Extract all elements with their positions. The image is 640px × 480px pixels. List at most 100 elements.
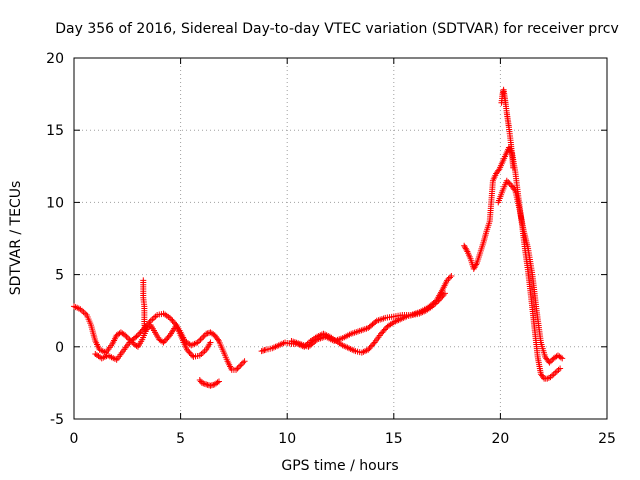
data-point — [198, 335, 205, 342]
series-track-e — [288, 273, 455, 350]
data-point — [172, 320, 179, 327]
data-point — [544, 375, 551, 382]
data-point — [444, 277, 451, 284]
data-point — [214, 379, 221, 386]
x-axis-label: GPS time / hours — [281, 458, 398, 474]
data-point — [199, 349, 206, 356]
data-point — [550, 371, 557, 378]
data-point — [168, 316, 175, 323]
data-point — [370, 340, 377, 347]
x-tick-label: 5 — [176, 431, 185, 447]
data-point — [378, 330, 385, 337]
series-track-c — [196, 377, 222, 389]
data-point — [503, 177, 510, 184]
data-point — [381, 326, 388, 333]
series-spike — [140, 277, 149, 334]
data-point — [163, 336, 170, 343]
data-point — [196, 338, 203, 345]
data-point — [197, 336, 204, 343]
data-point — [165, 333, 172, 340]
data-point — [559, 355, 566, 362]
data-point — [233, 366, 240, 373]
y-tick-label: 0 — [55, 340, 64, 356]
data-point — [238, 361, 245, 368]
data-point — [237, 362, 244, 369]
data-point — [365, 346, 372, 353]
y-tick-label: 20 — [46, 51, 64, 67]
data-point — [235, 364, 242, 371]
data-point — [495, 167, 502, 174]
data-point — [557, 354, 564, 361]
y-axis: -5 0 5 10 15 20 — [46, 51, 607, 428]
data-point — [557, 365, 564, 372]
data-point — [149, 316, 156, 323]
data-point — [133, 333, 140, 340]
data-point — [547, 374, 554, 381]
data-point — [553, 368, 560, 375]
data-point — [185, 348, 192, 355]
data-point — [142, 327, 149, 334]
data-point — [80, 309, 87, 316]
y-tick-label: 10 — [46, 195, 64, 211]
data-point — [191, 340, 198, 347]
data-point — [473, 261, 480, 268]
data-point — [186, 349, 193, 356]
data-point — [215, 378, 222, 385]
data-point — [160, 339, 167, 346]
x-tick-label: 20 — [491, 431, 509, 447]
data-point — [169, 317, 176, 324]
data-point — [122, 332, 129, 339]
data-point — [125, 335, 132, 342]
data-point — [187, 351, 194, 358]
data-point — [510, 164, 517, 171]
data-point — [146, 319, 153, 326]
x-tick-label: 10 — [278, 431, 296, 447]
data-point — [201, 348, 208, 355]
data-point — [511, 186, 518, 193]
x-axis: 0 5 10 15 20 25 — [70, 58, 616, 447]
y-tick-label: 15 — [46, 123, 64, 139]
data-point — [74, 304, 81, 311]
y-axis-label: SDTVAR / TECUs — [8, 181, 24, 296]
data-point — [161, 338, 168, 345]
data-point — [552, 369, 559, 376]
data-point — [200, 333, 207, 340]
data-point — [367, 343, 374, 350]
data-point — [463, 247, 470, 254]
data-point — [136, 330, 143, 337]
data-point — [170, 319, 177, 326]
grid — [74, 58, 607, 419]
data-point — [166, 314, 173, 321]
data-points — [71, 86, 566, 389]
data-point — [547, 358, 554, 365]
x-tick-label: 25 — [598, 431, 616, 447]
data-point — [369, 342, 376, 349]
data-point — [240, 359, 247, 366]
series-peak — [498, 86, 517, 171]
data-point — [189, 352, 196, 359]
data-point — [546, 359, 553, 366]
data-point — [214, 336, 221, 343]
data-point — [446, 274, 453, 281]
y-tick-label: -5 — [50, 412, 64, 428]
data-point — [555, 366, 562, 373]
data-point — [445, 275, 452, 282]
data-point — [379, 329, 386, 336]
data-point — [164, 335, 171, 342]
data-point — [137, 329, 144, 336]
series-track-g — [495, 177, 566, 366]
series-track-b — [92, 310, 214, 363]
data-point — [372, 319, 379, 326]
data-point — [540, 374, 547, 381]
data-point — [150, 314, 157, 321]
data-point — [505, 179, 512, 186]
data-point — [380, 327, 387, 334]
data-point — [448, 273, 455, 280]
data-point — [362, 348, 369, 355]
data-point — [134, 332, 141, 339]
data-point — [207, 339, 214, 346]
data-point — [383, 325, 390, 332]
data-point — [366, 345, 373, 352]
y-tick-label: 5 — [55, 268, 64, 284]
